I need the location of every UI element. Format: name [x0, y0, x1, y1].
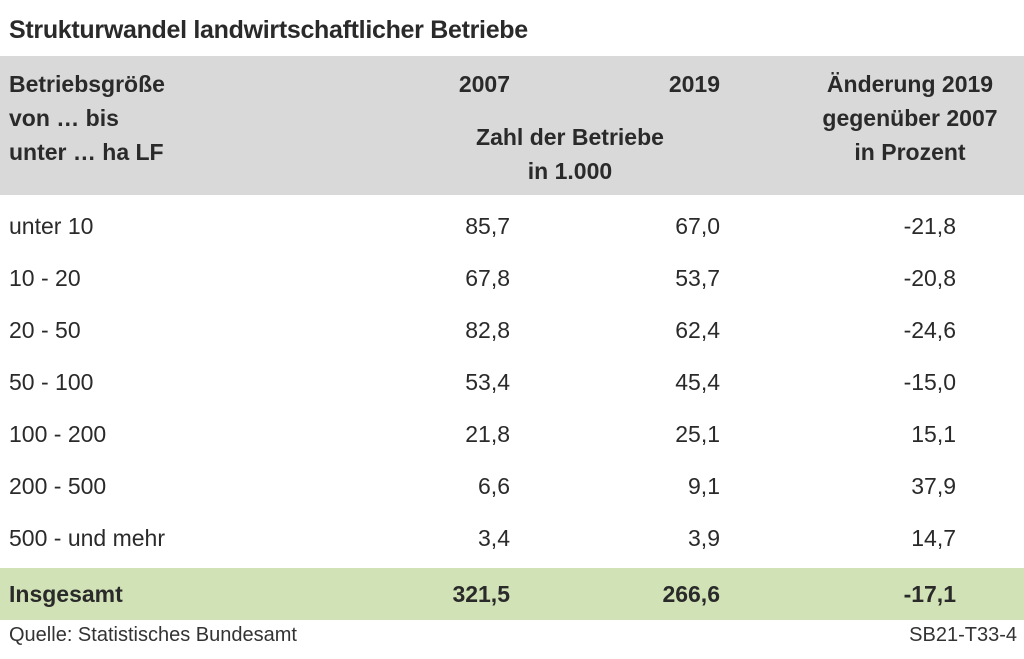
row-label: 500 - und mehr: [9, 525, 165, 551]
row-value-2007: 21,8: [465, 421, 510, 447]
header-unit: Zahl der Betriebe in 1.000: [476, 124, 664, 184]
row-change: -21,8: [903, 213, 956, 239]
table-row: 100 - 200 21,8 25,1 15,1: [0, 408, 1024, 460]
total-2007: 321,5: [452, 581, 510, 607]
table-code: SB21-T33-4: [909, 624, 1017, 646]
source-note: Quelle: Statistisches Bundesamt: [9, 624, 297, 646]
header-change: Änderung 2019 gegenüber 2007 in Prozent: [822, 71, 998, 165]
total-row: Insgesamt 321,5 266,6 -17,1: [0, 568, 1024, 620]
table-row: 20 - 50 82,8 62,4 -24,6: [0, 304, 1024, 356]
header-year-2007: 2007: [458, 71, 510, 97]
table-row: 50 - 100 53,4 45,4 -15,0: [0, 356, 1024, 408]
row-value-2007: 85,7: [465, 213, 510, 239]
row-value-2007: 67,8: [465, 265, 510, 291]
table-body: unter 10 85,7 67,0 -21,8 10 - 20 67,8 53,7 -20,…: [0, 200, 1024, 564]
header-size-class: Betriebsgröße von … bis unter … ha LF: [9, 71, 165, 165]
table-row: 200 - 500 6,6 9,1 37,9: [0, 460, 1024, 512]
row-change: 37,9: [911, 473, 956, 499]
table-row: 10 - 20 67,8 53,7 -20,8: [0, 252, 1024, 304]
total-2019: 266,6: [662, 581, 720, 607]
table-row: unter 10 85,7 67,0 -21,8: [0, 200, 1024, 252]
row-label: 50 - 100: [9, 369, 94, 395]
row-label: 20 - 50: [9, 317, 81, 343]
row-value-2007: 82,8: [465, 317, 510, 343]
row-label: 200 - 500: [9, 473, 107, 499]
row-value-2019: 67,0: [675, 213, 720, 239]
row-change: 14,7: [911, 525, 956, 551]
row-change: 15,1: [911, 421, 956, 447]
row-value-2007: 6,6: [478, 473, 510, 499]
row-label: unter 10: [9, 213, 94, 239]
row-value-2019: 9,1: [688, 473, 720, 499]
row-value-2019: 25,1: [675, 421, 720, 447]
row-value-2007: 3,4: [478, 525, 510, 551]
row-change: -15,0: [903, 369, 956, 395]
row-change: -24,6: [903, 317, 956, 343]
row-value-2019: 45,4: [675, 369, 720, 395]
row-label: 10 - 20: [9, 265, 81, 291]
table-header: Betriebsgröße von … bis unter … ha LF 20…: [0, 56, 1024, 195]
total-change: -17,1: [903, 581, 956, 607]
row-value-2019: 3,9: [688, 525, 720, 551]
row-label: 100 - 200: [9, 421, 107, 447]
table-title: Strukturwandel landwirtschaftlicher Betr…: [9, 16, 528, 44]
table-row: 500 - und mehr 3,4 3,9 14,7: [0, 512, 1024, 564]
row-value-2007: 53,4: [465, 369, 510, 395]
row-value-2019: 62,4: [675, 317, 720, 343]
total-label: Insgesamt: [9, 581, 123, 607]
data-table: Betriebsgröße von … bis unter … ha LF 20…: [0, 56, 1024, 620]
header-year-2019: 2019: [668, 71, 720, 97]
row-value-2019: 53,7: [675, 265, 720, 291]
row-change: -20,8: [903, 265, 956, 291]
